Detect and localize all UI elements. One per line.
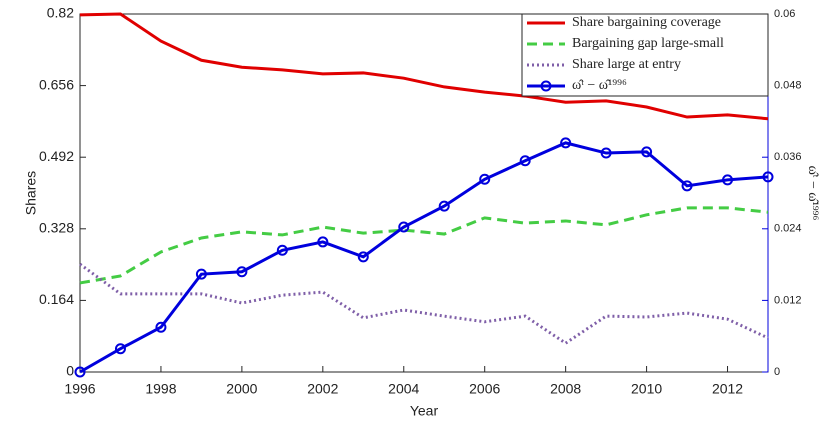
- y-tick-label: 0.82: [47, 5, 74, 21]
- legend-label: Share bargaining coverage: [572, 15, 721, 30]
- y2-tick-label: 0.024: [774, 223, 802, 235]
- y-tick-label: 0.328: [39, 220, 74, 236]
- y-tick-label: 0.656: [39, 76, 74, 92]
- series-line: [79, 141, 769, 374]
- y-tick-label: 0.492: [39, 148, 74, 164]
- series-marker: [276, 244, 288, 256]
- y2-tick-label: 0.012: [774, 294, 802, 306]
- series-marker: [398, 221, 410, 233]
- x-tick-label: 2000: [226, 381, 257, 397]
- x-tick-label: 1998: [145, 381, 176, 397]
- legend-box: [521, 13, 769, 97]
- y-axis-label: Shares: [23, 171, 39, 215]
- series-marker: [641, 146, 653, 158]
- x-tick-label: 2012: [712, 381, 743, 397]
- series-marker: [479, 173, 491, 185]
- x-axis-label: Year: [410, 403, 439, 419]
- x-tick-label: 1996: [64, 381, 95, 397]
- series-line: [79, 12, 769, 121]
- x-tick-label: 2010: [631, 381, 662, 397]
- legend-label: ω̂ᵗ − ω̂¹⁹⁹⁶: [572, 78, 627, 93]
- series-marker: [236, 266, 248, 278]
- series-marker: [722, 174, 734, 186]
- x-tick-label: 2002: [307, 381, 338, 397]
- series-marker: [600, 147, 612, 159]
- legend-marker: [540, 80, 552, 92]
- y2-tick-label: 0: [774, 366, 780, 378]
- series-line: [79, 262, 769, 345]
- y2-tick-label: 0.036: [774, 151, 802, 163]
- legend-label: Bargaining gap large-small: [572, 36, 724, 51]
- series-marker: [357, 251, 369, 263]
- series-line: [79, 206, 769, 285]
- series-marker: [317, 236, 329, 248]
- series-marker: [438, 200, 450, 212]
- y-tick-label: 0: [66, 363, 74, 379]
- x-tick-label: 2004: [388, 381, 419, 397]
- y2-axis-label: ω̂ᵗ − ω̂¹⁹⁹⁶: [805, 166, 820, 221]
- series-marker: [114, 343, 126, 355]
- y-tick-label: 0.164: [39, 291, 74, 307]
- series-marker: [74, 366, 86, 378]
- x-tick-label: 2008: [550, 381, 581, 397]
- series-marker: [560, 137, 572, 149]
- series-marker: [195, 268, 207, 280]
- series-marker: [762, 171, 774, 183]
- series-marker: [155, 321, 167, 333]
- x-tick-label: 2006: [469, 381, 500, 397]
- y2-tick-label: 0.06: [774, 8, 795, 20]
- series-marker: [519, 155, 531, 167]
- y2-tick-label: 0.048: [774, 80, 802, 92]
- legend-label: Share large at entry: [572, 57, 681, 72]
- series-marker: [681, 180, 693, 192]
